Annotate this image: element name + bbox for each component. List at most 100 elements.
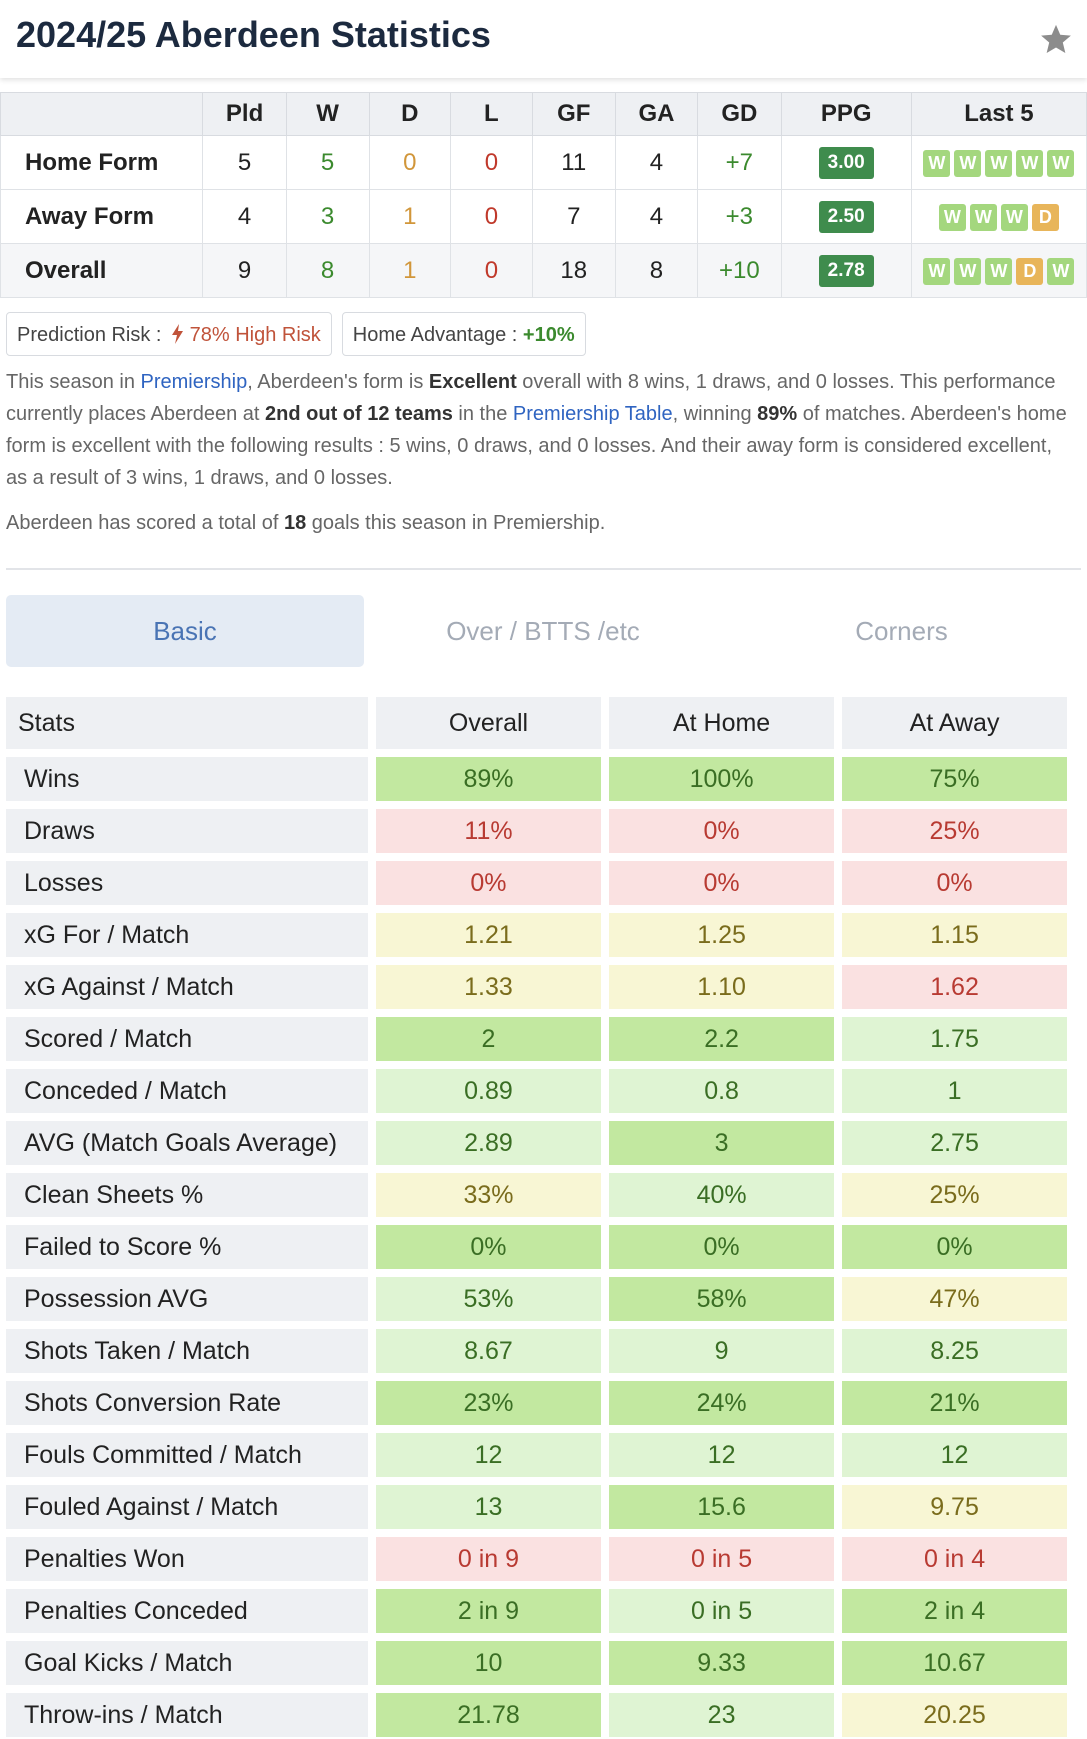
- form-word: Excellent: [428, 371, 517, 393]
- star-icon[interactable]: [1039, 22, 1073, 56]
- away-value: 2 in 4: [842, 1589, 1067, 1633]
- stat-name: Shots Taken / Match: [6, 1329, 368, 1373]
- overall-col-header: Overall: [375, 697, 602, 749]
- stat-name: Goal Kicks / Match: [6, 1641, 368, 1685]
- away-value: 47%: [842, 1277, 1067, 1321]
- home-value: 0%: [609, 861, 835, 905]
- result-chip[interactable]: W: [923, 258, 951, 285]
- result-chip[interactable]: W: [985, 150, 1013, 177]
- stats-row: Wins 89% 100% 75%: [6, 757, 1067, 801]
- away-value: 75%: [842, 757, 1067, 801]
- form-cell-pld: 9: [202, 243, 287, 298]
- form-cell-ga: 4: [614, 135, 699, 190]
- tab-basic[interactable]: Basic: [6, 595, 364, 667]
- overall-value: 2.89: [375, 1121, 602, 1165]
- overall-value: 2 in 9: [375, 1589, 602, 1633]
- away-value: 1.75: [842, 1017, 1067, 1061]
- away-value: 20.25: [842, 1693, 1067, 1737]
- form-cell-ppg: 3.00: [780, 135, 912, 190]
- home-value: 1.10: [609, 965, 835, 1009]
- overall-value: 89%: [375, 757, 602, 801]
- away-value: 1.62: [842, 965, 1067, 1009]
- stat-name: Failed to Score %: [6, 1225, 368, 1269]
- stat-name: Penalties Conceded: [6, 1589, 368, 1633]
- home-value: 3: [609, 1121, 835, 1165]
- goals-text: Aberdeen has scored a total of: [6, 512, 284, 534]
- home-value: 0 in 5: [609, 1589, 835, 1633]
- tab-corners[interactable]: Corners: [855, 616, 948, 646]
- result-chip[interactable]: W: [985, 258, 1013, 285]
- result-chip[interactable]: W: [969, 204, 997, 231]
- result-chip[interactable]: W: [938, 204, 966, 231]
- stat-name: Clean Sheets %: [6, 1173, 368, 1217]
- badges-row: Prediction Risk : 78% High Risk Home Adv…: [6, 312, 586, 356]
- overall-value: 8.67: [375, 1329, 602, 1373]
- col-header-ga: GA: [614, 92, 699, 136]
- stat-name: Penalties Won: [6, 1537, 368, 1581]
- summary-paragraph: This season in Premiership, Aberdeen's f…: [6, 366, 1076, 494]
- result-chip[interactable]: D: [1016, 258, 1044, 285]
- form-cell-l: 0: [450, 135, 533, 190]
- home-value: 0%: [609, 809, 835, 853]
- ppg-badge: 2.78: [818, 254, 874, 287]
- away-col-header: At Away: [842, 697, 1067, 749]
- result-chip[interactable]: W: [954, 258, 982, 285]
- stat-name: Fouled Against / Match: [6, 1485, 368, 1529]
- ppg-badge: 2.50: [818, 200, 874, 233]
- home-value: 0%: [609, 1225, 835, 1269]
- stats-row: Shots Conversion Rate 23% 24% 21%: [6, 1381, 1067, 1425]
- result-chip[interactable]: W: [1047, 150, 1075, 177]
- away-value: 25%: [842, 1173, 1067, 1217]
- form-cell-w: 5: [285, 135, 370, 190]
- stats-row: Fouls Committed / Match 12 12 12: [6, 1433, 1067, 1477]
- away-value: 1: [842, 1069, 1067, 1113]
- result-chip[interactable]: W: [923, 150, 951, 177]
- prediction-risk-badge: Prediction Risk : 78% High Risk: [6, 312, 332, 356]
- league-link[interactable]: Premiership: [140, 371, 248, 393]
- summary-text: in the: [452, 403, 513, 425]
- result-chip[interactable]: D: [1031, 204, 1059, 231]
- league-table-link[interactable]: Premiership Table: [512, 403, 673, 425]
- overall-value: 0%: [375, 1225, 602, 1269]
- stat-name: AVG (Match Goals Average): [6, 1121, 368, 1165]
- home-value: 1.25: [609, 913, 835, 957]
- overall-value: 13: [375, 1485, 602, 1529]
- result-chip[interactable]: W: [1016, 150, 1044, 177]
- overall-value: 23%: [375, 1381, 602, 1425]
- away-value: 0%: [842, 861, 1067, 905]
- away-value: 12: [842, 1433, 1067, 1477]
- form-cell-w: 3: [285, 189, 370, 244]
- stats-row: Shots Taken / Match 8.67 9 8.25: [6, 1329, 1067, 1373]
- home-value: 58%: [609, 1277, 835, 1321]
- form-cell-l: 0: [450, 189, 533, 244]
- stat-name: Conceded / Match: [6, 1069, 368, 1113]
- result-chip[interactable]: W: [1047, 258, 1075, 285]
- stats-row: Draws 11% 0% 25%: [6, 809, 1067, 853]
- col-header-w: W: [285, 92, 370, 136]
- prediction-risk-value-wrap: 78% High Risk: [167, 324, 321, 346]
- col-header-last5: Last 5: [910, 92, 1087, 136]
- summary-text: This season in: [6, 371, 141, 393]
- ppg-badge: 3.00: [818, 146, 874, 179]
- result-chip[interactable]: W: [954, 150, 982, 177]
- away-value: 8.25: [842, 1329, 1067, 1373]
- col-header-gf: GF: [531, 92, 616, 136]
- home-value: 24%: [609, 1381, 835, 1425]
- form-cell-gf: 11: [531, 135, 616, 190]
- stat-name: Losses: [6, 861, 368, 905]
- goals-total: 18: [283, 512, 307, 534]
- overall-value: 10: [375, 1641, 602, 1685]
- tab-over-btts[interactable]: Over / BTTS /etc: [446, 616, 640, 646]
- result-chip[interactable]: W: [1000, 204, 1028, 231]
- prediction-risk-label: Prediction Risk :: [17, 324, 162, 346]
- home-advantage-label: Home Advantage :: [352, 324, 518, 346]
- home-value: 23: [609, 1693, 835, 1737]
- col-header-gd: GD: [697, 92, 782, 136]
- overall-value: 1.33: [375, 965, 602, 1009]
- form-cell-gd: +10: [697, 243, 782, 298]
- form-cell-gd: +7: [697, 135, 782, 190]
- away-value: 9.75: [842, 1485, 1067, 1529]
- stats-table: Stats Overall At Home At Away Wins 89% 100…: [0, 689, 1075, 1739]
